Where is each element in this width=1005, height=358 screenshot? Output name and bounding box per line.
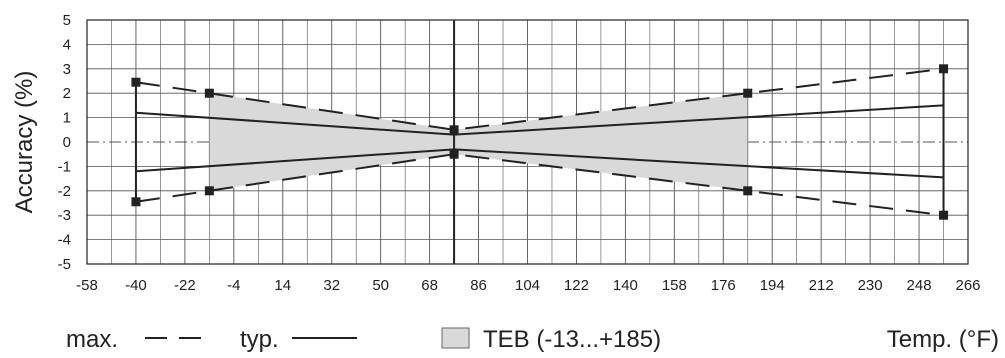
y-tick-label: -5: [58, 256, 71, 273]
x-tick-label: 212: [809, 277, 834, 294]
data-point-marker: [131, 197, 141, 207]
y-tick-label: 2: [63, 85, 71, 102]
series-lines: [134, 67, 945, 217]
x-tick-label: 50: [372, 277, 389, 294]
x-tick-label: 194: [760, 277, 785, 294]
plot-frame: [86, 19, 969, 265]
y-tick-label: 0: [63, 134, 71, 151]
y-tick-label: -2: [58, 183, 71, 200]
x-tick-label: 230: [858, 277, 883, 294]
x-tick-label: 32: [323, 277, 340, 294]
data-point-marker: [449, 149, 459, 159]
y-tick-labels: 5 4 3 2 1 0 -1 -2 -3 -4 -5: [58, 12, 71, 273]
legend-typ-label: typ.: [240, 326, 279, 353]
x-tick-label: 158: [662, 277, 687, 294]
data-point-marker: [204, 88, 214, 98]
x-tick-label: -40: [125, 277, 147, 294]
teb-band-area: [208, 93, 749, 191]
legend-teb-label: TEB (-13...+185): [483, 326, 661, 353]
y-tick-label: -3: [58, 207, 71, 224]
data-point-marker: [131, 77, 141, 87]
x-tick-labels: -58 -40 -22 -4 14 32 50 68 86 104 122 140 158 176 194 2…: [76, 277, 980, 294]
series-markers: [131, 64, 949, 220]
x-tick-label: 14: [274, 277, 291, 294]
legend-teb-swatch: [441, 327, 470, 349]
data-point-marker: [449, 125, 459, 135]
x-tick-label: 140: [613, 277, 638, 294]
y-tick-label: 4: [63, 36, 71, 53]
y-tick-label: 3: [63, 61, 71, 78]
y-tick-label: -4: [58, 232, 71, 249]
legend-max-label: max.: [66, 326, 118, 353]
x-tick-label: 176: [711, 277, 736, 294]
data-point-marker: [204, 186, 214, 196]
x-tick-label: 122: [564, 277, 589, 294]
series-line-max-1: [135, 153, 944, 217]
series-line-typ-3: [135, 148, 944, 179]
teb-band: [209, 93, 748, 191]
y-tick-label: 1: [63, 110, 71, 127]
x-tick-label: 68: [421, 277, 438, 294]
data-point-marker: [939, 210, 949, 220]
series-line-typ-2: [135, 104, 944, 136]
x-tick-label: 86: [470, 277, 487, 294]
y-tick-label: -1: [58, 158, 71, 175]
legend: max. typ. TEB (-13...+185): [66, 326, 661, 353]
y-axis-title: Accuracy (%): [11, 71, 38, 214]
x-tick-label: -22: [174, 277, 196, 294]
x-tick-label: -58: [76, 277, 98, 294]
data-point-marker: [939, 64, 949, 74]
x-tick-label: 248: [907, 277, 932, 294]
data-point-marker: [743, 88, 753, 98]
data-point-marker: [743, 186, 753, 196]
x-tick-label: 266: [955, 277, 980, 294]
x-tick-label: -4: [227, 277, 240, 294]
y-tick-label: 5: [63, 12, 71, 29]
x-axis-title: Temp. (°F): [887, 326, 999, 353]
x-tick-label: 104: [515, 277, 540, 294]
series-line-max-0: [135, 67, 944, 131]
